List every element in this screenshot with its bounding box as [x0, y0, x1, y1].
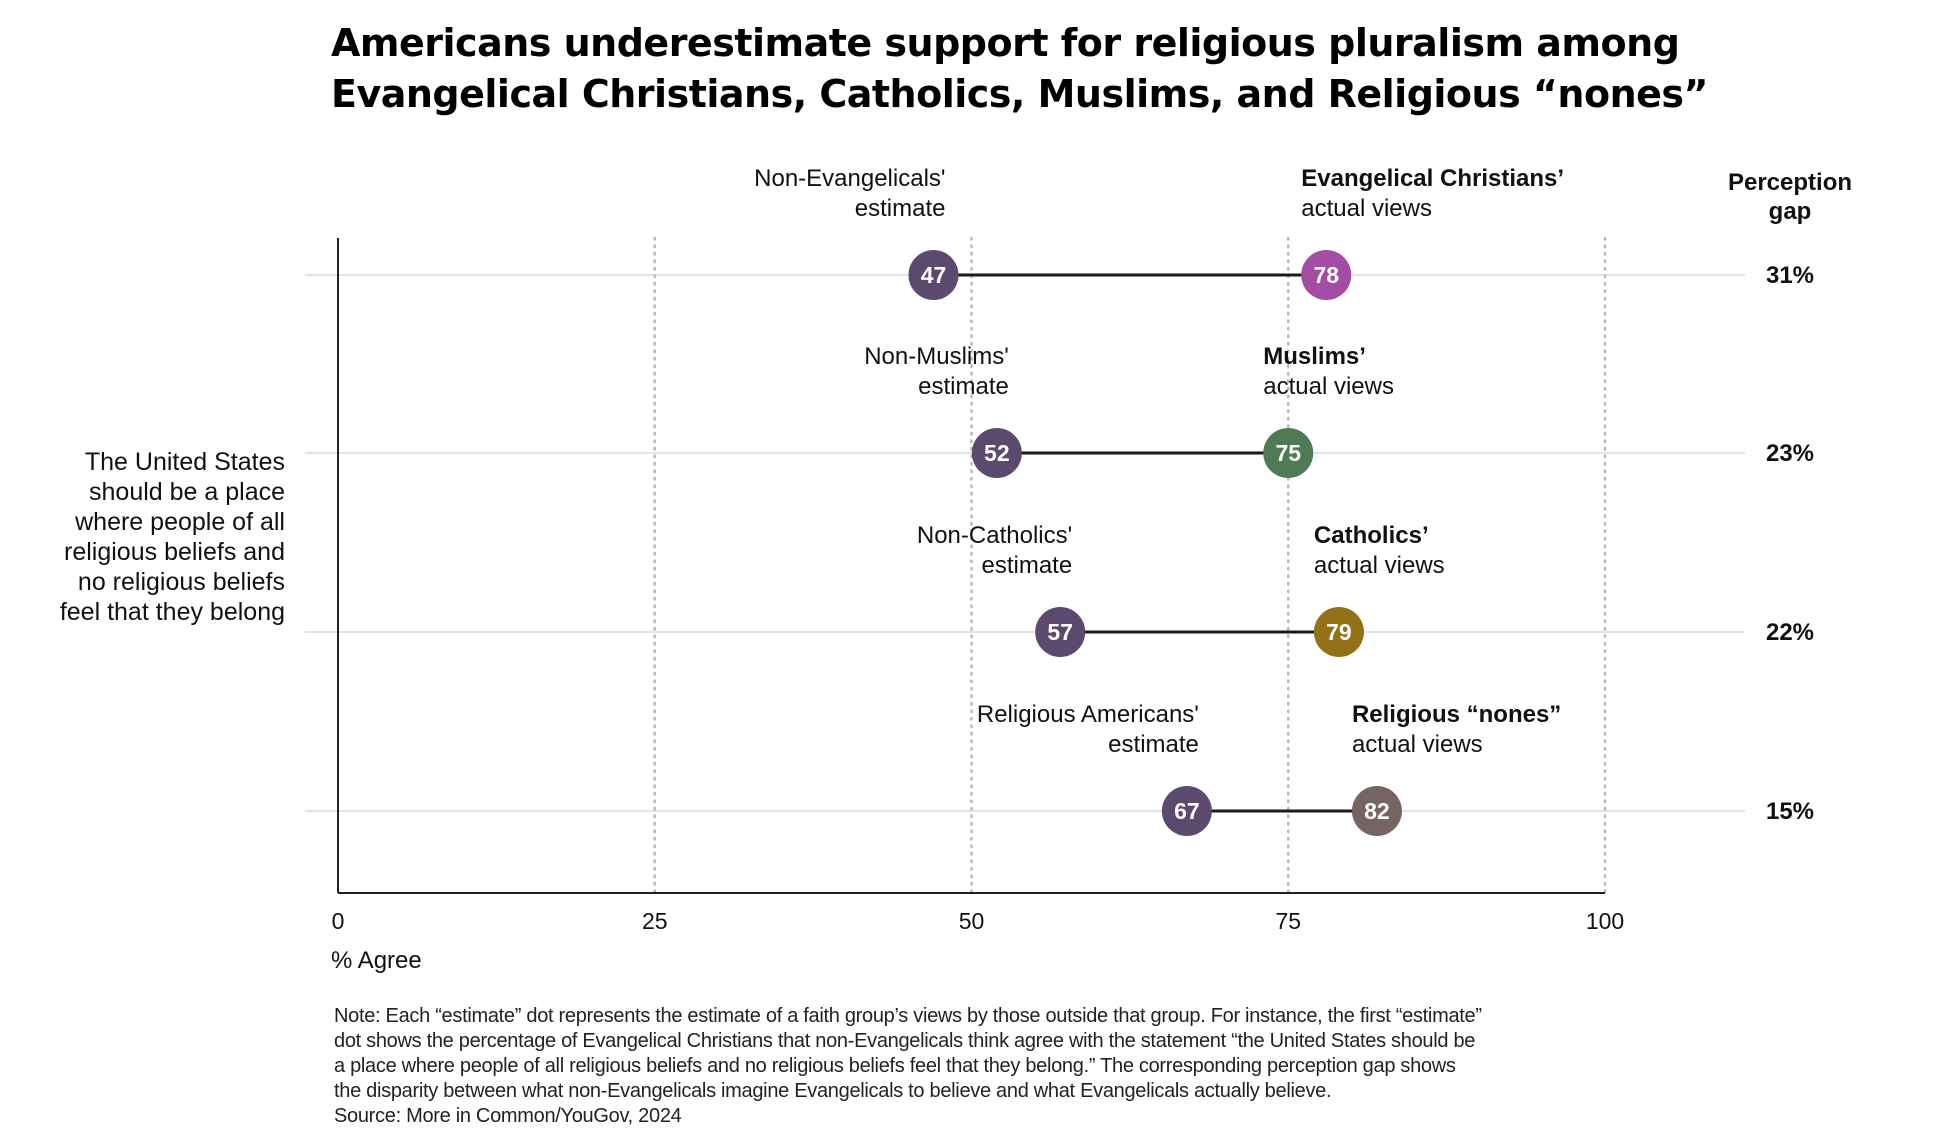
estimate-dot [971, 428, 1022, 478]
estimate-series-label: estimate [918, 373, 1009, 400]
actual-value-label: 79 [1326, 619, 1352, 645]
actual-series-label: Catholics’ [1314, 522, 1429, 549]
estimate-value-label: 52 [984, 440, 1010, 466]
estimate-series-label: Religious Americans' [977, 701, 1199, 728]
actual-series-label: Religious “nones” [1352, 701, 1561, 728]
estimate-dot [908, 250, 959, 300]
perception-gap-header-line-1: Perception [1727, 169, 1853, 196]
source-line: Source: More in Common/YouGov, 2024 [334, 1105, 682, 1127]
x-tick-label: 0 [332, 908, 345, 934]
row-label-line: religious beliefs and [64, 538, 285, 566]
actual-value-label: 75 [1275, 440, 1301, 466]
x-tick-label: 75 [1275, 908, 1301, 934]
actual-series-label: actual views [1314, 552, 1445, 579]
note-line: the disparity between what non-Evangelic… [334, 1080, 1332, 1102]
perception-gap-value: 23% [1766, 440, 1814, 467]
estimate-value-label: 67 [1174, 798, 1200, 824]
estimate-value-label: 57 [1047, 619, 1073, 645]
estimate-dot [1161, 786, 1212, 836]
note-line: dot shows the percentage of Evangelical … [334, 1030, 1476, 1052]
actual-series-label: Evangelical Christians’ [1301, 165, 1564, 192]
estimate-series-label: estimate [855, 195, 946, 222]
chart-title: Americans underestimate support for reli… [331, 18, 1731, 120]
chart-title-line-1: Americans underestimate support for reli… [331, 21, 1680, 65]
chart-title-line-2: Evangelical Christians, Catholics, Musli… [331, 72, 1709, 116]
x-tick-label: 100 [1586, 908, 1624, 934]
estimate-series-label: Non-Catholics' [917, 522, 1072, 549]
perception-gap-value: 22% [1766, 619, 1814, 646]
actual-series-label: actual views [1263, 373, 1394, 400]
actual-series-label: actual views [1352, 731, 1483, 758]
row-label: The United States should be a place wher… [20, 447, 285, 627]
actual-value-label: 78 [1313, 262, 1339, 288]
chart-note: Note: Each “estimate” dot represents the… [334, 1004, 1664, 1129]
estimate-dot [1035, 607, 1086, 657]
x-axis-unit-label: % Agree [331, 947, 422, 974]
x-tick-label: 50 [959, 908, 985, 934]
row-label-line: The United States [84, 448, 285, 476]
actual-dot [1301, 250, 1352, 300]
estimate-series-label: Non-Evangelicals' [754, 165, 945, 192]
estimate-series-label: estimate [1108, 731, 1199, 758]
actual-dot [1313, 607, 1364, 657]
perception-gap-value: 15% [1766, 798, 1814, 825]
actual-value-label: 82 [1364, 798, 1390, 824]
estimate-series-label: estimate [981, 552, 1072, 579]
actual-dot [1351, 786, 1402, 836]
row-label-line: should be a place [89, 478, 285, 506]
actual-series-label: Muslims’ [1263, 343, 1366, 370]
x-tick-label: 25 [642, 908, 668, 934]
row-label-line: no religious beliefs [77, 568, 285, 596]
note-line: Note: Each “estimate” dot represents the… [334, 1005, 1482, 1027]
estimate-value-label: 47 [921, 262, 947, 288]
actual-series-label: actual views [1301, 195, 1432, 222]
estimate-series-label: Non-Muslims' [864, 343, 1009, 370]
row-label-line: where people of all [75, 508, 285, 536]
perception-gap-header: Perception gap [1700, 168, 1880, 226]
perception-gap-value: 31% [1766, 262, 1814, 289]
perception-gap-header-line-2: gap [1768, 198, 1812, 225]
row-label-line: feel that they belong [59, 598, 285, 626]
note-line: a place where people of all religious be… [334, 1055, 1456, 1077]
actual-dot [1263, 428, 1314, 478]
